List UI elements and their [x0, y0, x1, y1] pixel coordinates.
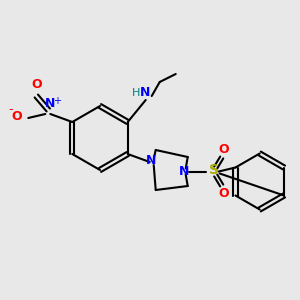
- Text: +: +: [53, 96, 61, 106]
- Text: O: O: [11, 110, 22, 122]
- Text: O: O: [218, 187, 229, 200]
- Text: O: O: [31, 78, 42, 91]
- Text: N: N: [45, 97, 56, 110]
- Text: -: -: [8, 103, 13, 116]
- Text: H: H: [131, 88, 140, 98]
- Text: N: N: [140, 86, 150, 99]
- Text: S: S: [209, 164, 219, 178]
- Text: O: O: [218, 143, 229, 156]
- Text: N: N: [178, 165, 189, 178]
- Text: N: N: [146, 154, 156, 167]
